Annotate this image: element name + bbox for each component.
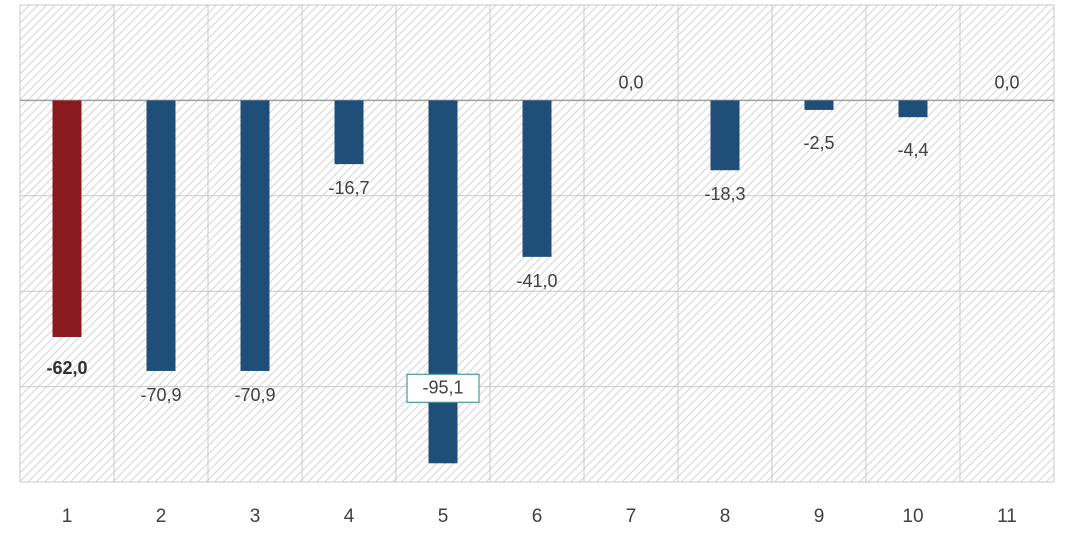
x-tick-label-9: 9 <box>814 506 825 527</box>
bar-6 <box>522 100 552 257</box>
data-label-10: -4,4 <box>897 140 928 160</box>
x-tick-label-10: 10 <box>902 506 923 527</box>
x-tick-label-1: 1 <box>62 506 73 527</box>
x-tick-label-11: 11 <box>997 506 1017 527</box>
x-tick-label-4: 4 <box>344 506 355 527</box>
data-label-8: -18,3 <box>704 184 745 204</box>
data-label-3: -70,9 <box>234 385 275 405</box>
data-label-11: 0,0 <box>994 72 1019 92</box>
x-tick-label-2: 2 <box>156 506 167 527</box>
data-label-6: -41,0 <box>516 271 557 291</box>
bar-9 <box>804 100 834 110</box>
data-labels: -62,0 -70,9 -70,9 -16,7 -95,1 -41,0 0,0 -18,3 -2… <box>46 72 1019 405</box>
data-label-1: -62,0 <box>46 358 87 378</box>
data-label-9: -2,5 <box>803 133 834 153</box>
bar-8 <box>710 100 740 171</box>
data-label-box <box>406 373 480 403</box>
x-tick-label-3: 3 <box>250 506 261 527</box>
x-axis-tick-labels: 1 2 3 4 5 6 7 8 9 10 11 <box>62 506 1017 527</box>
x-tick-label-6: 6 <box>532 506 543 527</box>
bar-1 <box>52 100 82 337</box>
data-label-2: -70,9 <box>140 385 181 405</box>
bar-3 <box>240 100 270 371</box>
x-tick-label-8: 8 <box>720 506 731 527</box>
data-label-5: -95,1 <box>422 377 463 397</box>
bar-4 <box>334 100 364 165</box>
bar-10 <box>898 100 928 118</box>
gridlines <box>19 4 1055 483</box>
data-label-7: 0,0 <box>618 72 643 92</box>
bar-2 <box>146 100 176 371</box>
data-label-4: -16,7 <box>328 178 369 198</box>
bar-5 <box>428 100 458 464</box>
x-tick-label-7: 7 <box>626 506 637 527</box>
bars <box>52 100 928 464</box>
x-tick-label-5: 5 <box>438 506 449 527</box>
